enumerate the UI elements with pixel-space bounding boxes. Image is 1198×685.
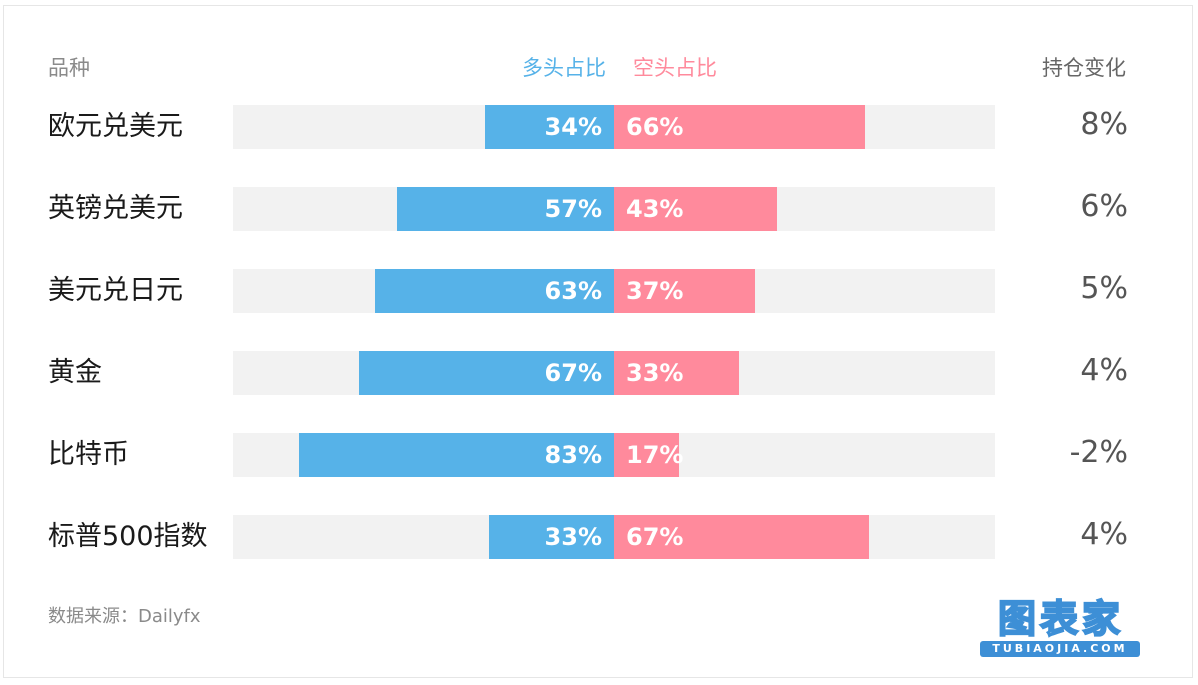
- category-label: 美元兑日元: [48, 275, 183, 306]
- short-pct-label: 66%: [626, 113, 684, 141]
- short-pct-label: 17%: [626, 441, 684, 469]
- change-header: 持仓变化: [1042, 56, 1126, 80]
- short-pct-label: 43%: [626, 195, 684, 223]
- category-header: 品种: [48, 56, 90, 80]
- category-label: 英镑兑美元: [48, 193, 183, 224]
- long-bar: [484, 105, 614, 149]
- short-bar: [614, 105, 865, 149]
- position-change-value: -2%: [1069, 435, 1128, 470]
- position-change-value: 4%: [1080, 353, 1128, 388]
- long-header: 多头占比: [522, 56, 606, 80]
- logo-main-text: 图表家: [997, 596, 1124, 642]
- position-change-value: 6%: [1080, 189, 1128, 224]
- short-bar: [614, 515, 869, 559]
- position-change-value: 8%: [1080, 107, 1128, 142]
- long-pct-label: 63%: [544, 277, 602, 305]
- long-pct-label: 57%: [544, 195, 602, 223]
- category-label: 标普500指数: [48, 521, 208, 552]
- tubiaojia-logo: 图表家 TUBIAOJIA.COM: [978, 596, 1144, 661]
- chart-frame: [3, 5, 1193, 678]
- long-pct-label: 33%: [544, 523, 602, 551]
- category-label: 欧元兑美元: [48, 111, 183, 142]
- short-header: 空头占比: [633, 56, 717, 80]
- long-pct-label: 34%: [544, 113, 602, 141]
- short-bar: [614, 433, 679, 477]
- long-pct-label: 67%: [544, 359, 602, 387]
- position-change-value: 4%: [1080, 517, 1128, 552]
- position-change-value: 5%: [1080, 271, 1128, 306]
- short-pct-label: 67%: [626, 523, 684, 551]
- long-bar: [359, 351, 614, 395]
- long-bar: [298, 433, 614, 477]
- short-pct-label: 33%: [626, 359, 684, 387]
- long-bar: [397, 187, 614, 231]
- category-label: 黄金: [48, 357, 102, 388]
- short-bar: [614, 351, 740, 395]
- short-bar: [614, 187, 778, 231]
- long-pct-label: 83%: [544, 441, 602, 469]
- long-bar: [374, 269, 614, 313]
- category-label: 比特币: [48, 439, 129, 470]
- short-bar: [614, 269, 755, 313]
- logo-sub-text: TUBIAOJIA.COM: [980, 641, 1140, 657]
- long-bar: [488, 515, 614, 559]
- data-source: 数据来源：Dailyfx: [48, 606, 201, 627]
- short-pct-label: 37%: [626, 277, 684, 305]
